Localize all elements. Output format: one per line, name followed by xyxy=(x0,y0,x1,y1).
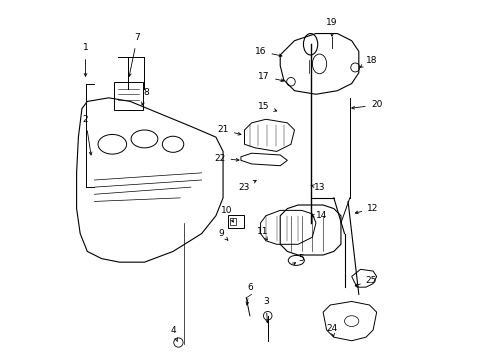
Text: 12: 12 xyxy=(366,204,378,213)
Text: 3: 3 xyxy=(263,297,268,306)
Text: 21: 21 xyxy=(217,126,228,135)
Text: 15: 15 xyxy=(258,102,269,111)
Text: 7: 7 xyxy=(134,33,140,42)
Text: 2: 2 xyxy=(82,115,88,124)
Text: 22: 22 xyxy=(213,154,224,163)
Text: 1: 1 xyxy=(82,43,88,52)
Text: 5: 5 xyxy=(298,254,304,263)
Text: 17: 17 xyxy=(258,72,269,81)
Text: 23: 23 xyxy=(238,183,250,192)
Text: 24: 24 xyxy=(325,324,337,333)
Text: 4: 4 xyxy=(170,325,176,334)
Text: 19: 19 xyxy=(325,18,337,27)
Text: 13: 13 xyxy=(313,183,325,192)
Text: 25: 25 xyxy=(365,275,376,284)
Text: 16: 16 xyxy=(254,47,266,56)
Text: 6: 6 xyxy=(246,283,252,292)
Text: 20: 20 xyxy=(370,100,382,109)
Text: 18: 18 xyxy=(365,56,376,65)
Text: 11: 11 xyxy=(256,227,267,236)
Text: 9: 9 xyxy=(218,229,224,238)
Bar xyxy=(230,218,235,225)
Bar xyxy=(228,215,244,228)
Text: 10: 10 xyxy=(221,206,232,215)
Text: 14: 14 xyxy=(315,211,326,220)
Text: 8: 8 xyxy=(143,88,149,97)
